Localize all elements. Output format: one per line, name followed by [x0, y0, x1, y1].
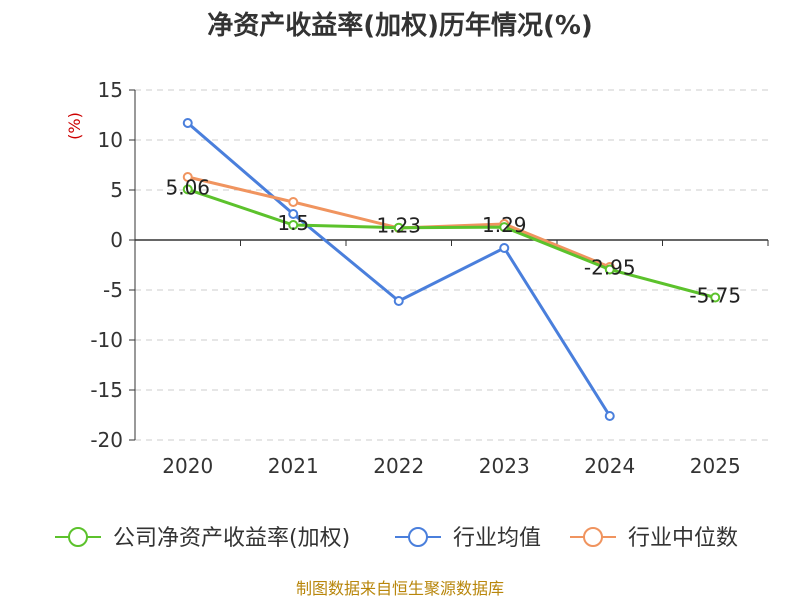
- legend-swatch-marker-2: [583, 527, 603, 547]
- legend-item-0[interactable]: 公司净资产收益率(加权): [55, 526, 350, 551]
- legend-swatch-marker-0: [68, 527, 88, 547]
- data-label-1: 1.5: [277, 211, 309, 235]
- legend-item-1[interactable]: 行业均值: [395, 526, 541, 551]
- y-tick-label-4: -5: [103, 278, 123, 302]
- series-1-point-3: [499, 243, 510, 253]
- series-0-point-0: [182, 184, 193, 195]
- series-1-point-0: [182, 118, 193, 128]
- legend-label-2: 行业中位数: [628, 526, 738, 551]
- series-0-point-5: [710, 292, 721, 303]
- data-label-3: 1.29: [482, 213, 527, 237]
- y-tick-label-3: 0: [110, 228, 123, 252]
- series-lines: [182, 118, 721, 421]
- series-2-point-0: [182, 172, 193, 182]
- axes: [129, 89, 769, 441]
- series-line-0: [187, 187, 716, 299]
- data-label-4: -2.95: [584, 256, 636, 280]
- series-1-point-4: [604, 411, 615, 421]
- y-tick-label-7: -20: [90, 428, 123, 452]
- y-tick-label-1: 10: [98, 128, 123, 152]
- x-tick-labels: 2020 2021 2022 2023 2024 2025: [162, 454, 740, 478]
- y-tick-label-6: -15: [90, 378, 123, 402]
- x-tick-label-5: 2025: [690, 454, 741, 478]
- data-labels: 5.06 1.5 1.23 1.29 -2.95 -5.75: [165, 175, 741, 307]
- series-0-point-2: [393, 222, 404, 233]
- y-tick-label-5: -10: [90, 328, 123, 352]
- x-tick-label-4: 2024: [584, 454, 635, 478]
- grid-lines: [135, 89, 768, 441]
- data-label-5: -5.75: [689, 284, 741, 308]
- chart-title: 净资产收益率(加权)历年情况(%): [207, 10, 593, 41]
- y-tick-labels: 15 10 5 0 -5 -10 -15 -20: [90, 78, 123, 452]
- x-tick-label-0: 2020: [162, 454, 213, 478]
- legend-swatch-marker-1: [408, 527, 428, 547]
- legend-label-1: 行业均值: [453, 526, 541, 551]
- x-tick-label-3: 2023: [479, 454, 530, 478]
- x-tick-label-1: 2021: [268, 454, 319, 478]
- series-2-point-1: [288, 197, 299, 207]
- source-note: 制图数据来自恒生聚源数据库: [296, 579, 504, 598]
- legend-label-0: 公司净资产收益率(加权): [113, 526, 350, 551]
- data-label-0: 5.06: [165, 175, 210, 199]
- series-0-point-1: [288, 220, 299, 230]
- data-label-2: 1.23: [376, 214, 421, 238]
- series-line-1: [186, 121, 612, 417]
- y-tick-label-0: 15: [98, 78, 123, 102]
- series-0-point-4: [604, 264, 615, 275]
- legend-item-2[interactable]: 行业中位数: [570, 526, 738, 551]
- series-0-point-3: [499, 222, 510, 233]
- y-axis-label: (%): [65, 112, 84, 140]
- y-tick-label-2: 5: [110, 178, 123, 202]
- series-1-point-1: [288, 209, 299, 219]
- x-tick-label-2: 2022: [373, 454, 424, 478]
- series-1-point-2: [393, 296, 404, 306]
- legend[interactable]: 公司净资产收益率(加权) 行业均值 行业中位数: [55, 526, 738, 551]
